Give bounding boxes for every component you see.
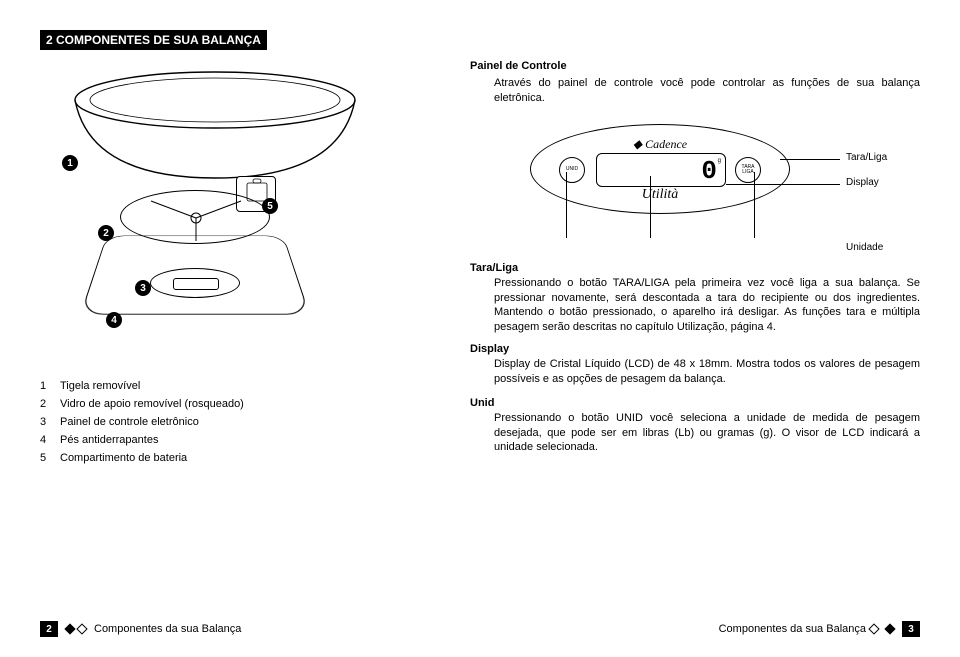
footer-label-right: Componentes da sua Balança xyxy=(719,623,866,635)
brand-label: ◆ Cadence xyxy=(633,137,687,152)
display-body: Display de Cristal Líquido (LCD) de 48 x… xyxy=(470,357,920,387)
callout-number-1: 1 xyxy=(62,155,78,171)
part-label: Vidro de apoio removível (rosqueado) xyxy=(60,398,440,410)
callout-tara-liga: Tara/Liga xyxy=(846,152,887,163)
parts-list: 1Tigela removível 2Vidro de apoio removí… xyxy=(40,380,440,464)
callout-display: Display xyxy=(846,177,879,188)
callout-number-5: 5 xyxy=(262,198,278,214)
section-header: 2 COMPONENTES DE SUA BALANÇA xyxy=(40,30,267,50)
page-footer: 2 Componentes da sua Balança Componentes… xyxy=(40,621,920,637)
part-label: Pés antiderrapantes xyxy=(60,434,440,446)
part-number: 2 xyxy=(40,398,60,410)
unid-body: Pressionando o botão UNID você seleciona… xyxy=(470,411,920,456)
base-control-panel-icon xyxy=(150,268,240,298)
parts-row: 4Pés antiderrapantes xyxy=(40,434,440,446)
part-number: 5 xyxy=(40,452,60,464)
lcd-display-icon: 0 g xyxy=(596,153,726,187)
tara-title: Tara/Liga xyxy=(470,262,920,274)
glass-disc-icon xyxy=(120,190,270,244)
utilita-label: Utilità xyxy=(642,187,679,203)
bowl-icon xyxy=(70,70,360,180)
parts-row: 3Painel de controle eletrônico xyxy=(40,416,440,428)
control-panel-oval: ◆ Cadence Utilità 0 g UNID TARA LIGA xyxy=(530,124,790,214)
tara-button-icon: TARA LIGA xyxy=(735,157,761,183)
callout-unidade: Unidade xyxy=(846,242,883,253)
diamond-icon xyxy=(64,623,75,634)
parts-row: 2Vidro de apoio removível (rosqueado) xyxy=(40,398,440,410)
diamond-outline-icon xyxy=(868,623,879,634)
page-number-right: 3 xyxy=(902,621,920,637)
callout-number-3: 3 xyxy=(135,280,151,296)
part-label: Compartimento de bateria xyxy=(60,452,440,464)
callout-number-4: 4 xyxy=(106,312,122,328)
footer-label-left: Componentes da sua Balança xyxy=(94,623,241,635)
diamond-outline-icon xyxy=(76,623,87,634)
part-number: 4 xyxy=(40,434,60,446)
page-number-left: 2 xyxy=(40,621,58,637)
parts-row: 1Tigela removível xyxy=(40,380,440,392)
panel-title: Painel de Controle xyxy=(470,60,920,72)
parts-row: 5Compartimento de bateria xyxy=(40,452,440,464)
control-panel-illustration: ◆ Cadence Utilità 0 g UNID TARA LIGA Tar… xyxy=(470,114,920,254)
part-number: 1 xyxy=(40,380,60,392)
lcd-value: 0 xyxy=(701,156,717,186)
unid-button-icon: UNID xyxy=(559,157,585,183)
panel-desc-text: Através do painel de controle você pode … xyxy=(470,76,920,106)
part-label: Tigela removível xyxy=(60,380,440,392)
scale-illustration: 1 2 3 4 5 xyxy=(40,70,440,350)
diamond-icon xyxy=(884,623,895,634)
lcd-unit: g xyxy=(718,158,721,164)
tara-body: Pressionando o botão TARA/LIGA pela prim… xyxy=(470,276,920,335)
part-number: 3 xyxy=(40,416,60,428)
display-title: Display xyxy=(470,343,920,355)
part-label: Painel de controle eletrônico xyxy=(60,416,440,428)
unid-title: Unid xyxy=(470,397,920,409)
callout-number-2: 2 xyxy=(98,225,114,241)
